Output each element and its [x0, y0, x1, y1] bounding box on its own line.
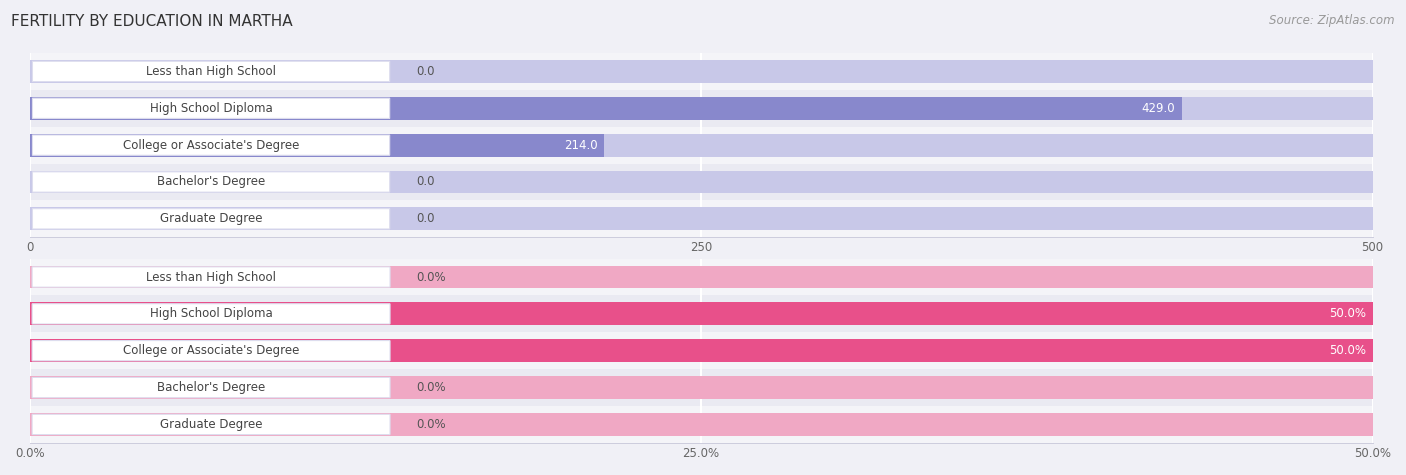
FancyBboxPatch shape [32, 61, 389, 82]
FancyBboxPatch shape [32, 209, 389, 229]
Bar [30, 376, 1372, 399]
Bar [30, 133, 1372, 157]
Text: 0.0%: 0.0% [416, 381, 446, 394]
Text: College or Associate's Degree: College or Associate's Degree [122, 344, 299, 357]
Text: High School Diploma: High School Diploma [149, 102, 273, 115]
Text: 0.0: 0.0 [416, 65, 434, 78]
FancyBboxPatch shape [32, 378, 389, 398]
FancyBboxPatch shape [32, 341, 389, 361]
Text: Less than High School: Less than High School [146, 270, 276, 284]
Text: 214.0: 214.0 [564, 139, 598, 152]
Bar [30, 90, 1372, 127]
Bar [30, 60, 1372, 83]
Text: Source: ZipAtlas.com: Source: ZipAtlas.com [1270, 14, 1395, 27]
Bar [30, 97, 1182, 120]
Bar [30, 406, 1372, 443]
Text: 0.0: 0.0 [416, 212, 434, 225]
Bar [30, 133, 605, 157]
Bar [30, 258, 1372, 295]
Text: College or Associate's Degree: College or Associate's Degree [122, 139, 299, 152]
Text: 50.0%: 50.0% [1329, 307, 1365, 320]
Bar [30, 369, 1372, 406]
FancyBboxPatch shape [32, 304, 389, 324]
Bar [30, 53, 1372, 90]
Text: 429.0: 429.0 [1142, 102, 1175, 115]
Bar [30, 97, 1372, 120]
FancyBboxPatch shape [32, 98, 389, 118]
Bar [30, 303, 1372, 325]
Text: 0.0%: 0.0% [416, 418, 446, 431]
Bar [30, 163, 1372, 200]
Bar [30, 200, 1372, 237]
Text: Graduate Degree: Graduate Degree [160, 418, 263, 431]
Text: Graduate Degree: Graduate Degree [160, 212, 263, 225]
Text: Bachelor's Degree: Bachelor's Degree [157, 175, 266, 189]
Text: Bachelor's Degree: Bachelor's Degree [157, 381, 266, 394]
Bar [30, 208, 1372, 230]
Text: 0.0%: 0.0% [416, 270, 446, 284]
Text: 50.0%: 50.0% [1329, 344, 1365, 357]
Bar [30, 339, 1372, 362]
Text: High School Diploma: High School Diploma [149, 307, 273, 320]
FancyBboxPatch shape [32, 172, 389, 192]
Bar [30, 266, 1372, 288]
Bar [30, 303, 1372, 325]
Text: Less than High School: Less than High School [146, 65, 276, 78]
Bar [30, 127, 1372, 163]
Bar [30, 295, 1372, 332]
Bar [30, 413, 1372, 436]
Bar [30, 339, 1372, 362]
Text: 0.0: 0.0 [416, 175, 434, 189]
Bar [30, 332, 1372, 369]
Text: FERTILITY BY EDUCATION IN MARTHA: FERTILITY BY EDUCATION IN MARTHA [11, 14, 292, 29]
FancyBboxPatch shape [32, 414, 389, 435]
Bar [30, 171, 1372, 193]
FancyBboxPatch shape [32, 135, 389, 155]
FancyBboxPatch shape [32, 267, 389, 287]
